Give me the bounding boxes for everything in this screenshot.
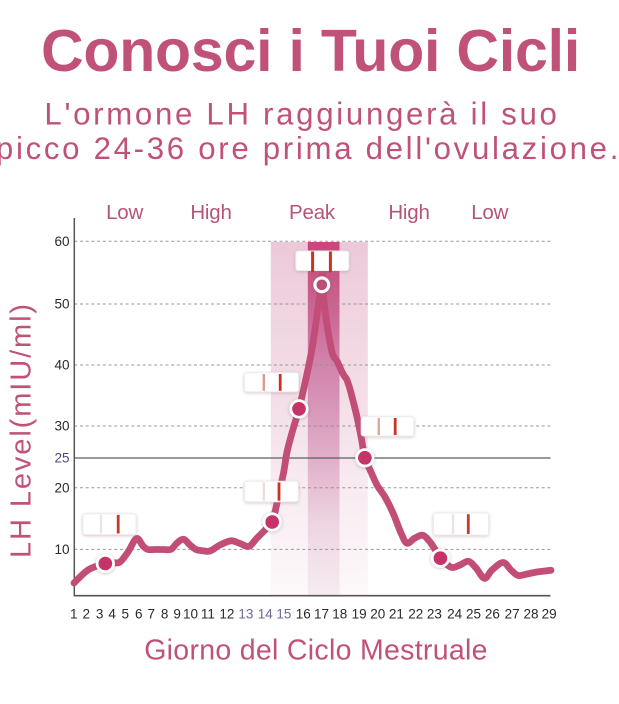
svg-text:Low: Low <box>471 201 508 224</box>
svg-text:7: 7 <box>148 607 156 622</box>
svg-text:L'ormone LH raggiungerà il suo: L'ormone LH raggiungerà il suo <box>44 97 559 132</box>
svg-text:16: 16 <box>296 607 311 622</box>
svg-text:1: 1 <box>70 607 78 622</box>
svg-text:29: 29 <box>542 607 557 622</box>
svg-text:8: 8 <box>161 607 169 622</box>
svg-text:3: 3 <box>96 607 104 622</box>
svg-text:4: 4 <box>108 607 116 622</box>
svg-text:50: 50 <box>54 297 69 312</box>
svg-text:24: 24 <box>447 607 463 622</box>
svg-text:Conosci i Tuoi Cicli: Conosci i Tuoi Cicli <box>41 18 580 84</box>
svg-text:5: 5 <box>121 607 129 622</box>
svg-text:11: 11 <box>201 607 215 622</box>
svg-text:12: 12 <box>219 607 234 622</box>
svg-text:40: 40 <box>54 358 69 373</box>
svg-text:22: 22 <box>408 607 423 622</box>
svg-text:10: 10 <box>54 542 69 557</box>
svg-text:26: 26 <box>485 607 500 622</box>
svg-text:10: 10 <box>183 607 198 622</box>
svg-text:LH Level(mIU/ml): LH Level(mIU/ml) <box>6 302 38 558</box>
svg-text:picco 24-36 ore prima dell'ovu: picco 24-36 ore prima dell'ovulazione. <box>0 131 619 166</box>
svg-text:6: 6 <box>135 607 143 622</box>
svg-text:21: 21 <box>389 607 404 622</box>
svg-text:20: 20 <box>54 480 69 495</box>
svg-text:14: 14 <box>258 607 274 622</box>
svg-text:Giorno del Ciclo Mestruale: Giorno del Ciclo Mestruale <box>144 635 488 667</box>
svg-text:Peak: Peak <box>289 201 336 224</box>
svg-text:High: High <box>190 201 231 224</box>
svg-text:25: 25 <box>466 607 481 622</box>
svg-text:30: 30 <box>54 419 69 434</box>
svg-text:60: 60 <box>54 234 69 249</box>
svg-text:Low: Low <box>106 201 143 224</box>
svg-text:9: 9 <box>173 607 181 622</box>
svg-text:23: 23 <box>427 607 442 622</box>
svg-text:2: 2 <box>83 607 91 622</box>
svg-text:27: 27 <box>505 607 520 622</box>
svg-text:13: 13 <box>238 607 253 622</box>
svg-text:20: 20 <box>370 607 385 622</box>
svg-text:25: 25 <box>54 451 69 466</box>
svg-text:18: 18 <box>332 607 347 622</box>
svg-text:28: 28 <box>523 607 538 622</box>
svg-text:17: 17 <box>314 607 329 622</box>
svg-text:19: 19 <box>352 607 367 622</box>
svg-text:High: High <box>388 201 429 224</box>
svg-text:15: 15 <box>276 607 291 622</box>
